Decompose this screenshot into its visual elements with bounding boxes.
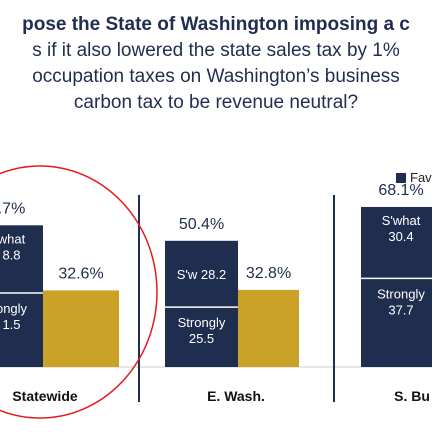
chart-title-line-2: s if it also lowered the state sales tax… [32,40,400,61]
category-label-2: E. Wash. [207,388,265,404]
bar-favor-strongly-2 [165,307,238,367]
bar-favor-somewhat-3 [361,206,432,279]
legend-swatch-favor [396,172,406,183]
label-strongly-2-2: 25.5 [189,331,214,346]
label-somewhat-3-1: S'what [382,213,421,228]
chart-title-line-4: carbon tax to be revenue neutral? [73,92,359,113]
label-strongly-3-1: Strongly [377,286,425,301]
label-strongly-1-2: 1.5 [2,317,20,332]
label-favor-total-3: 68.1% [378,182,423,199]
label-somewhat-3-2: 30.4 [388,229,413,244]
category-label-1: Statewide [12,388,78,404]
label-oppose-2: 32.8% [246,265,291,282]
category-label-3: S. Bu [394,388,430,404]
highlight-circle [0,165,158,419]
bar-favor-somewhat-2 [165,240,238,308]
legend: Fav [396,170,432,185]
label-somewhat-1-2: 8.8 [2,247,20,262]
legend-label-favor: Fav [410,170,432,185]
bar-oppose-1 [43,290,119,367]
label-oppose-1: 32.6% [58,265,103,282]
label-strongly-2-1: Strongly [178,315,226,330]
label-strongly-3-2: 37.7 [388,302,413,317]
label-somewhat-2: S'w 28.2 [177,267,226,282]
bar-favor-strongly-1 [0,292,43,367]
label-favor-total-1: .7% [0,200,25,217]
chart-title-line-1: pose the State of Washington imposing a … [22,14,410,35]
label-strongly-1-1: ongly [0,301,28,316]
bar-favor-strongly-3 [361,278,432,367]
label-favor-total-2: 50.4% [179,216,224,233]
chart-title-line-3: occupation taxes on Washington’s busines… [32,66,400,87]
bar-favor-somewhat-1 [0,225,43,293]
label-somewhat-1-1: what [0,231,26,246]
bar-oppose-2 [238,289,299,367]
